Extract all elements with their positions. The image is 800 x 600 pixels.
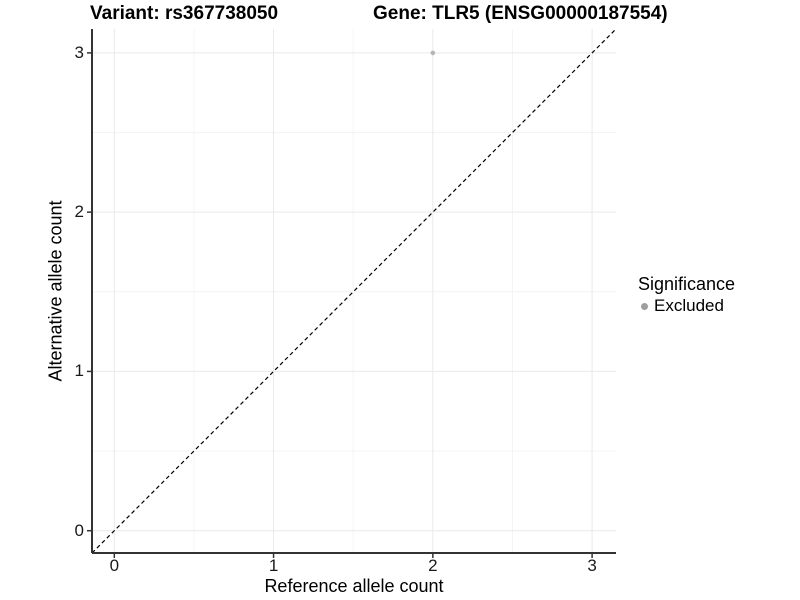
x-tick-label: 3 xyxy=(587,556,597,575)
variant-title: Variant: rs367738050 xyxy=(90,3,279,24)
legend-item-label: Excluded xyxy=(654,296,724,315)
x-tick-label: 1 xyxy=(268,556,279,575)
legend: Significance Excluded xyxy=(638,273,735,316)
y-tick-label: 0 xyxy=(74,520,84,540)
y-axis-title: Alternative allele count xyxy=(45,200,66,382)
x-axis-title: Reference allele count xyxy=(264,576,444,596)
data-point xyxy=(430,50,436,56)
y-tick-label: 2 xyxy=(74,202,84,222)
x-tick-label: 0 xyxy=(109,556,120,575)
gene-title: Gene: TLR5 (ENSG00000187554) xyxy=(373,3,668,24)
plot-panel xyxy=(87,28,617,558)
legend-item-excluded: Excluded xyxy=(638,296,735,316)
y-tick-label: 3 xyxy=(74,42,84,62)
excluded-point-icon xyxy=(641,302,648,310)
x-tick-label: 2 xyxy=(428,556,438,575)
y-tick-label: 1 xyxy=(74,361,84,381)
identity-dashed-line xyxy=(91,28,617,554)
legend-title: Significance xyxy=(638,274,736,294)
plot-canvas xyxy=(87,28,617,558)
